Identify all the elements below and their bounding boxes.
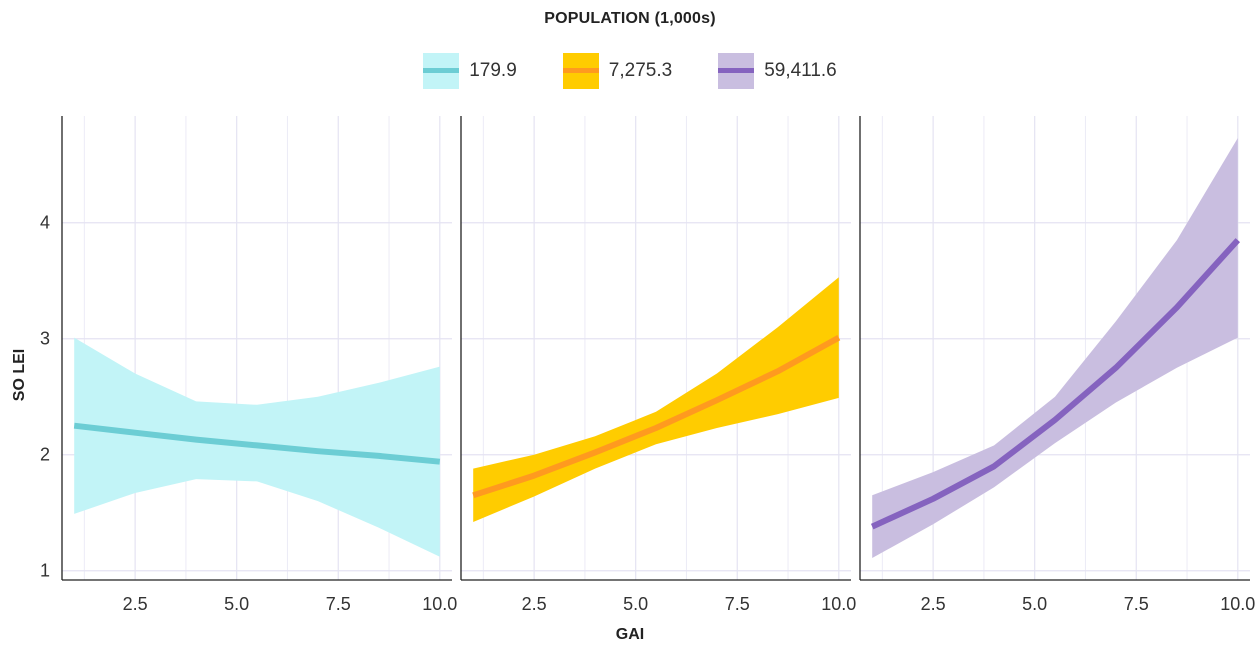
legend-key-icon bbox=[718, 53, 755, 89]
x-tick-label: 5.0 bbox=[224, 594, 249, 614]
legend: 179.9 7,275.3 59,411.6 bbox=[0, 53, 1260, 89]
x-tick-label: 2.5 bbox=[522, 594, 547, 614]
legend-key-icon bbox=[562, 53, 599, 89]
legend-item-1: 7,275.3 bbox=[562, 53, 673, 89]
y-tick-label: 3 bbox=[40, 329, 50, 349]
x-tick-label: 10.0 bbox=[422, 594, 457, 614]
legend-label: 59,411.6 bbox=[764, 60, 837, 81]
legend-title: POPULATION (1,000s) bbox=[544, 10, 716, 27]
x-tick-label: 10.0 bbox=[1220, 594, 1255, 614]
series-line bbox=[870, 238, 1241, 530]
x-tick-label: 7.5 bbox=[1124, 594, 1149, 614]
legend-label: 179.9 bbox=[469, 60, 517, 81]
y-tick-label: 1 bbox=[40, 561, 50, 581]
x-tick-label: 7.5 bbox=[326, 594, 351, 614]
x-tick-label: 5.0 bbox=[1022, 594, 1047, 614]
y-tick-label: 4 bbox=[40, 213, 50, 233]
legend-key-icon bbox=[423, 53, 460, 89]
y-axis-title: SO LEI bbox=[11, 348, 28, 402]
x-tick-label: 2.5 bbox=[123, 594, 148, 614]
x-tick-label: 7.5 bbox=[725, 594, 750, 614]
x-tick-label: 2.5 bbox=[921, 594, 946, 614]
legend-item-2: 59,411.6 bbox=[718, 53, 837, 89]
x-tick-label: 5.0 bbox=[623, 594, 648, 614]
series-line bbox=[472, 334, 841, 499]
series-line bbox=[73, 422, 441, 465]
confidence-band bbox=[473, 277, 839, 522]
x-tick-label: 10.0 bbox=[821, 594, 856, 614]
legend-item-0: 179.9 bbox=[423, 53, 517, 89]
y-tick-label: 2 bbox=[40, 445, 50, 465]
legend-label: 7,275.3 bbox=[608, 60, 673, 81]
x-axis-title: GAI bbox=[615, 626, 645, 643]
confidence-band bbox=[872, 138, 1238, 558]
